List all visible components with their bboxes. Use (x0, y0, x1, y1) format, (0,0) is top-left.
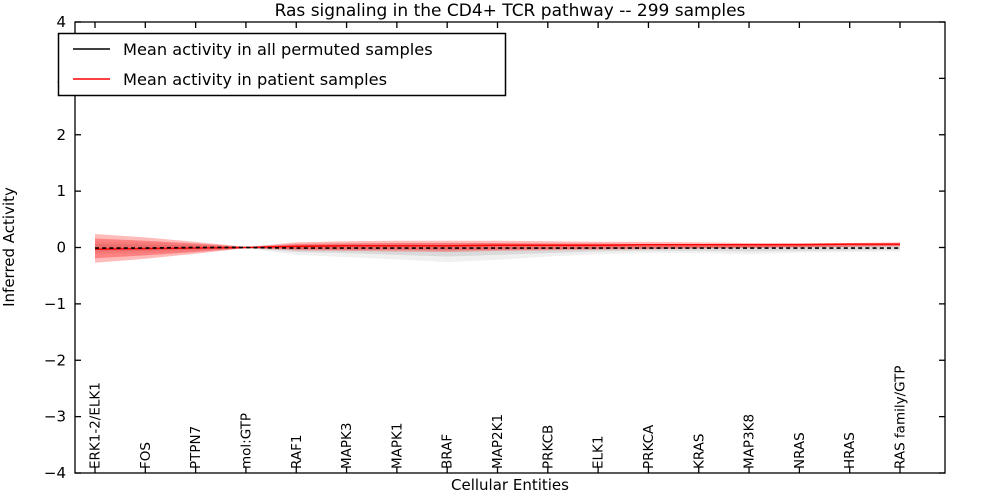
y-tick-label: 4 (56, 13, 66, 31)
x-category-label: RAF1 (289, 435, 305, 469)
permuted-mean-line (95, 246, 900, 249)
x-category-label: NRAS (792, 432, 808, 469)
permuted-band-inner (95, 244, 900, 257)
legend-box (57, 32, 507, 97)
legend-label-patient: Mean activity in patient samples (123, 70, 387, 89)
x-category-label: HRAS (842, 432, 858, 469)
y-tick-label: −2 (44, 351, 66, 369)
x-category-label: mol:GTP (238, 413, 254, 469)
x-category-label: FOS (138, 442, 154, 469)
legend: Mean activity in all permuted samples Me… (57, 32, 507, 97)
y-tick-label: −1 (44, 295, 66, 313)
x-category-label: PRKCB (540, 425, 556, 469)
legend-label-permuted: Mean activity in all permuted samples (123, 40, 433, 59)
y-tick-label: 1 (56, 182, 66, 200)
y-tick-label: 2 (56, 126, 66, 144)
x-axis-label: Cellular Entities (451, 476, 569, 494)
x-category-label: RAS family/GTP (893, 365, 909, 469)
plot-dynamic-layer: 43210−1−2−3−4ERK1-2/ELK1FOSPTPN7mol:GTPR… (44, 13, 946, 482)
x-category-label: BRAF (440, 434, 456, 469)
patient-mean-line (94, 243, 900, 250)
y-tick-label: −3 (44, 408, 66, 426)
x-category-label: ERK1-2/ELK1 (88, 382, 104, 469)
x-category-label: MAP2K1 (490, 414, 506, 469)
x-category-label: MAPK1 (389, 423, 405, 469)
x-category-label: KRAS (691, 434, 707, 470)
x-category-label: PTPN7 (188, 426, 204, 469)
patient-band-outer (95, 233, 900, 263)
patient-band-inner (95, 238, 900, 259)
y-tick-label: −4 (44, 464, 66, 482)
x-category-label: ELK1 (591, 436, 607, 470)
chart-title: Ras signaling in the CD4+ TCR pathway --… (275, 1, 746, 21)
x-category-label: MAPK3 (339, 423, 355, 469)
y-axis-label: Inferred Activity (0, 187, 18, 307)
y-tick-label: 0 (56, 239, 66, 257)
x-category-label: MAP3K8 (742, 414, 758, 469)
x-category-label: PRKCA (641, 424, 657, 469)
